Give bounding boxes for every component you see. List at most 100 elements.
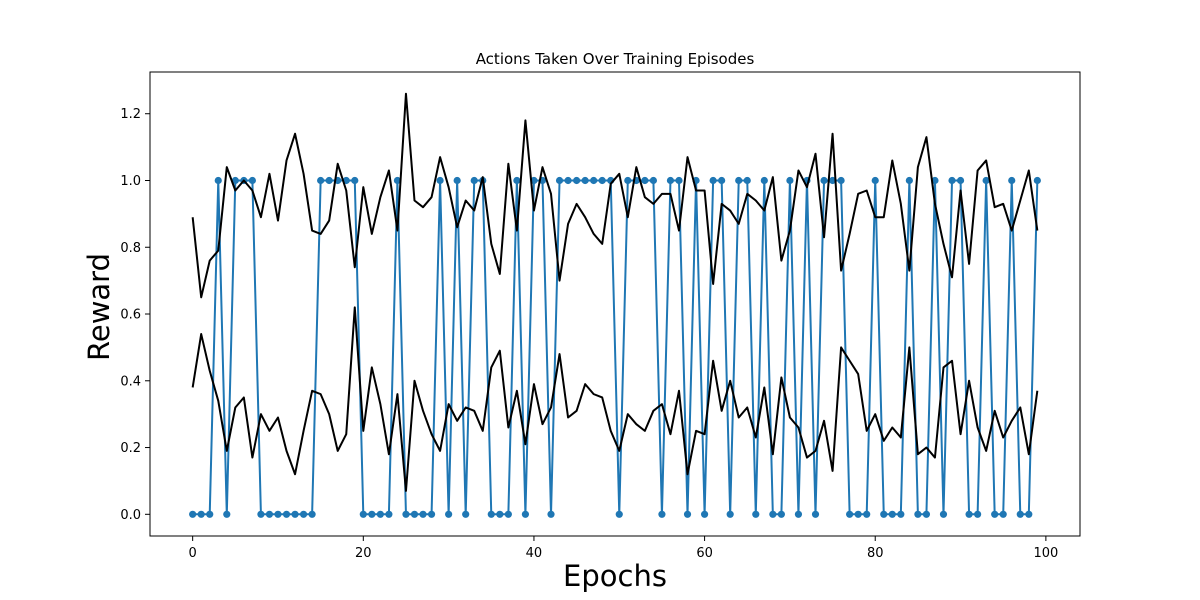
series-0-point xyxy=(308,510,316,518)
x-tick-label: 80 xyxy=(867,546,884,561)
series-0-point xyxy=(1033,176,1041,185)
series-0-point xyxy=(265,510,274,518)
series-0-point xyxy=(368,510,376,518)
series-0-point xyxy=(581,176,589,185)
series-0-point xyxy=(794,510,803,518)
series-0-point xyxy=(445,510,453,518)
series-0-point xyxy=(248,176,256,185)
series-0-point xyxy=(752,510,760,518)
series-0-point xyxy=(991,510,999,518)
series-0-point xyxy=(496,510,504,518)
series-0-point xyxy=(1025,510,1033,518)
series-0-point xyxy=(658,510,666,518)
series-0-point xyxy=(351,176,359,185)
series-0-point xyxy=(274,510,282,518)
series-0-point xyxy=(905,176,913,185)
series-0-point xyxy=(453,176,461,185)
series-0-point xyxy=(282,510,291,518)
series-0-point xyxy=(462,510,470,518)
series-0-point xyxy=(513,176,521,185)
series-0-point xyxy=(1016,510,1024,518)
series-0-point xyxy=(922,510,931,518)
series-0-point xyxy=(615,510,623,518)
series-0-point xyxy=(436,176,444,185)
y-axis-label: Reward xyxy=(82,253,116,361)
y-tick-label: 0.2 xyxy=(120,441,141,456)
series-0-point xyxy=(376,510,384,518)
series-0-point xyxy=(385,510,393,518)
series-0-point xyxy=(974,510,982,518)
y-tick-label: 1.2 xyxy=(120,107,141,122)
series-0-point xyxy=(427,510,436,518)
series-0-point xyxy=(189,510,197,518)
series-0-point xyxy=(393,176,402,185)
series-0-point xyxy=(470,176,478,185)
series-0-point xyxy=(837,176,845,185)
series-0-point xyxy=(811,510,820,518)
series-0-point xyxy=(197,510,205,518)
series-0-point xyxy=(700,510,709,518)
series-0-point xyxy=(769,510,777,518)
series-0-point xyxy=(914,510,922,518)
series-0-point xyxy=(598,176,606,185)
series-0-point xyxy=(760,176,768,185)
y-tick-label: 0.0 xyxy=(120,508,141,523)
series-0-point xyxy=(590,176,598,185)
series-0-point xyxy=(777,510,785,518)
series-0-point xyxy=(487,510,495,518)
x-tick-label: 20 xyxy=(355,546,372,561)
series-0-point xyxy=(223,510,231,518)
series-0-line xyxy=(192,179,1039,516)
x-tick-label: 40 xyxy=(526,546,543,561)
series-0-point xyxy=(666,176,675,185)
series-0-point xyxy=(325,176,333,185)
series-layer xyxy=(189,92,1041,518)
series-0-point xyxy=(291,510,299,518)
series-0-point xyxy=(504,510,512,518)
series-0-point xyxy=(564,176,572,185)
series-0-point xyxy=(888,510,896,518)
series-0-point xyxy=(709,176,717,185)
series-0-point xyxy=(547,510,555,518)
series-0-point xyxy=(573,176,581,185)
series-0-point xyxy=(846,510,854,518)
x-axis-label: Epochs xyxy=(563,559,667,593)
series-0-point xyxy=(948,176,956,185)
series-0-point xyxy=(820,176,828,185)
series-0-point xyxy=(649,176,657,185)
x-tick-label: 0 xyxy=(189,546,197,561)
series-0-point xyxy=(359,510,367,518)
series-0-point xyxy=(624,176,632,185)
series-0-point xyxy=(641,176,649,185)
series-0-point xyxy=(1008,176,1016,185)
series-0-point xyxy=(231,176,239,185)
series-0-point xyxy=(982,176,990,185)
series-0-point xyxy=(675,176,683,185)
series-0-point xyxy=(999,510,1007,518)
series-0-point xyxy=(897,510,905,518)
chart-title: Actions Taken Over Training Episodes xyxy=(476,50,755,68)
series-0-point xyxy=(214,176,222,185)
x-tick-label: 60 xyxy=(696,546,713,561)
series-0-point xyxy=(683,510,692,518)
series-0-point xyxy=(521,510,530,518)
series-0-point xyxy=(402,510,410,518)
plot-frame xyxy=(149,71,1081,537)
series-0-point xyxy=(854,510,862,518)
series-1-line xyxy=(191,92,1039,299)
series-2-line xyxy=(191,306,1039,492)
series-0-point xyxy=(871,176,879,185)
series-0-point xyxy=(956,176,965,185)
series-0-point xyxy=(965,510,973,518)
series-0-point xyxy=(735,176,743,185)
series-0-point xyxy=(410,510,419,518)
series-0-point xyxy=(863,510,871,518)
series-0-point xyxy=(419,510,427,518)
series-0-point xyxy=(299,510,308,518)
ticks-layer: 0 20 40 60 80 100 0.0 0.2 0.4 0.6 0.8 1.0 1.2 xyxy=(120,107,1058,561)
series-0-point xyxy=(206,510,214,518)
series-0-point xyxy=(317,176,325,185)
series-0-point xyxy=(786,176,794,185)
series-0-point xyxy=(939,510,948,518)
